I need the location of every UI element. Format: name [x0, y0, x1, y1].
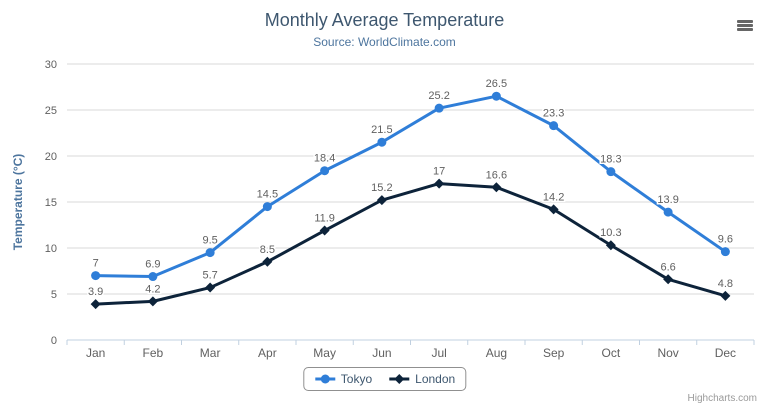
data-label: 23.3 — [543, 108, 564, 120]
data-label: 21.5 — [371, 124, 392, 136]
data-point-marker — [606, 167, 616, 177]
x-axis-label: Jun — [372, 346, 391, 360]
data-label: 4.2 — [145, 283, 160, 295]
data-point-marker — [720, 247, 730, 257]
chart-title: Monthly Average Temperature — [264, 10, 505, 30]
data-point-marker — [663, 207, 673, 217]
credits-link[interactable]: Highcharts.com — [687, 393, 757, 404]
legend-label-london: London — [415, 372, 456, 386]
data-label: 14.5 — [257, 189, 278, 201]
data-point-marker — [720, 290, 731, 301]
x-axis-label: Feb — [143, 346, 164, 360]
y-axis-label: 5 — [51, 289, 57, 301]
data-label: 5.7 — [202, 270, 217, 282]
data-label: 9.5 — [202, 235, 217, 247]
data-label: 18.4 — [314, 153, 335, 165]
data-point-marker — [320, 166, 330, 176]
data-point-marker — [205, 248, 215, 258]
data-label: 15.2 — [371, 182, 392, 194]
data-label: 3.9 — [88, 286, 103, 298]
tokyo-series-marker-icon — [314, 374, 335, 384]
hamburger-icon — [737, 19, 753, 32]
data-label: 26.5 — [486, 78, 507, 90]
x-axis-label: Aug — [486, 346, 507, 360]
data-point-marker — [663, 274, 674, 285]
london-series-marker-icon — [389, 374, 410, 384]
data-label: 9.6 — [718, 234, 733, 246]
data-point-marker — [491, 182, 502, 193]
chart-subtitle: Source: WorldClimate.com — [313, 35, 456, 49]
legend-label-tokyo: Tokyo — [340, 372, 373, 386]
data-label: 6.6 — [660, 261, 675, 273]
data-point-marker — [262, 256, 273, 267]
y-axis-label: 30 — [45, 59, 57, 71]
series-line-tokyo — [94, 94, 727, 279]
data-label: 18.3 — [600, 154, 621, 166]
y-axis-label: 15 — [45, 197, 57, 209]
data-label: 13.9 — [657, 194, 678, 206]
data-label: 6.9 — [145, 259, 160, 271]
data-point-marker — [434, 178, 445, 189]
data-point-marker — [376, 195, 387, 206]
data-point-marker — [262, 202, 272, 212]
legend: Tokyo London — [302, 367, 467, 391]
data-point-marker — [491, 91, 501, 101]
legend-item-london[interactable]: London — [388, 372, 455, 386]
x-axis-label: Mar — [200, 346, 221, 360]
x-axis-label: Sep — [543, 346, 565, 360]
data-label: 14.2 — [543, 191, 564, 203]
data-label: 16.6 — [486, 169, 507, 181]
y-axis-label: 10 — [45, 243, 57, 255]
data-point-marker — [377, 137, 387, 147]
data-point-marker — [205, 282, 216, 293]
data-label: 25.2 — [428, 90, 449, 102]
legend-item-tokyo[interactable]: Tokyo — [314, 372, 372, 386]
data-point-marker — [605, 240, 616, 251]
y-axis-title: Temperature (°C) — [11, 154, 25, 251]
data-label: 17 — [433, 166, 445, 178]
data-point-marker — [319, 225, 330, 236]
data-label: 8.5 — [260, 244, 275, 256]
data-label: 4.8 — [718, 278, 733, 290]
x-axis-label: Jan — [86, 346, 105, 360]
x-axis-label: Apr — [258, 346, 277, 360]
y-axis-label: 25 — [45, 105, 57, 117]
data-label: 10.3 — [600, 227, 621, 239]
x-axis-label: Oct — [602, 346, 621, 360]
x-axis-label: May — [313, 346, 336, 360]
data-point-marker — [91, 271, 101, 281]
data-point-marker — [148, 272, 158, 282]
data-label: 7 — [93, 258, 99, 270]
x-axis-label: Nov — [657, 346, 678, 360]
y-axis-label: 0 — [51, 335, 57, 347]
x-axis-label: Jul — [431, 346, 446, 360]
data-point-marker — [549, 121, 559, 131]
export-menu-button[interactable] — [734, 15, 756, 35]
y-axis-label: 20 — [45, 151, 57, 163]
data-point-marker — [434, 103, 444, 113]
data-point-marker — [147, 296, 158, 307]
x-axis-label: Dec — [715, 346, 736, 360]
data-label: 11.9 — [314, 213, 335, 225]
data-point-marker — [548, 204, 559, 215]
series-line-london — [94, 182, 727, 306]
data-point-marker — [90, 299, 101, 310]
